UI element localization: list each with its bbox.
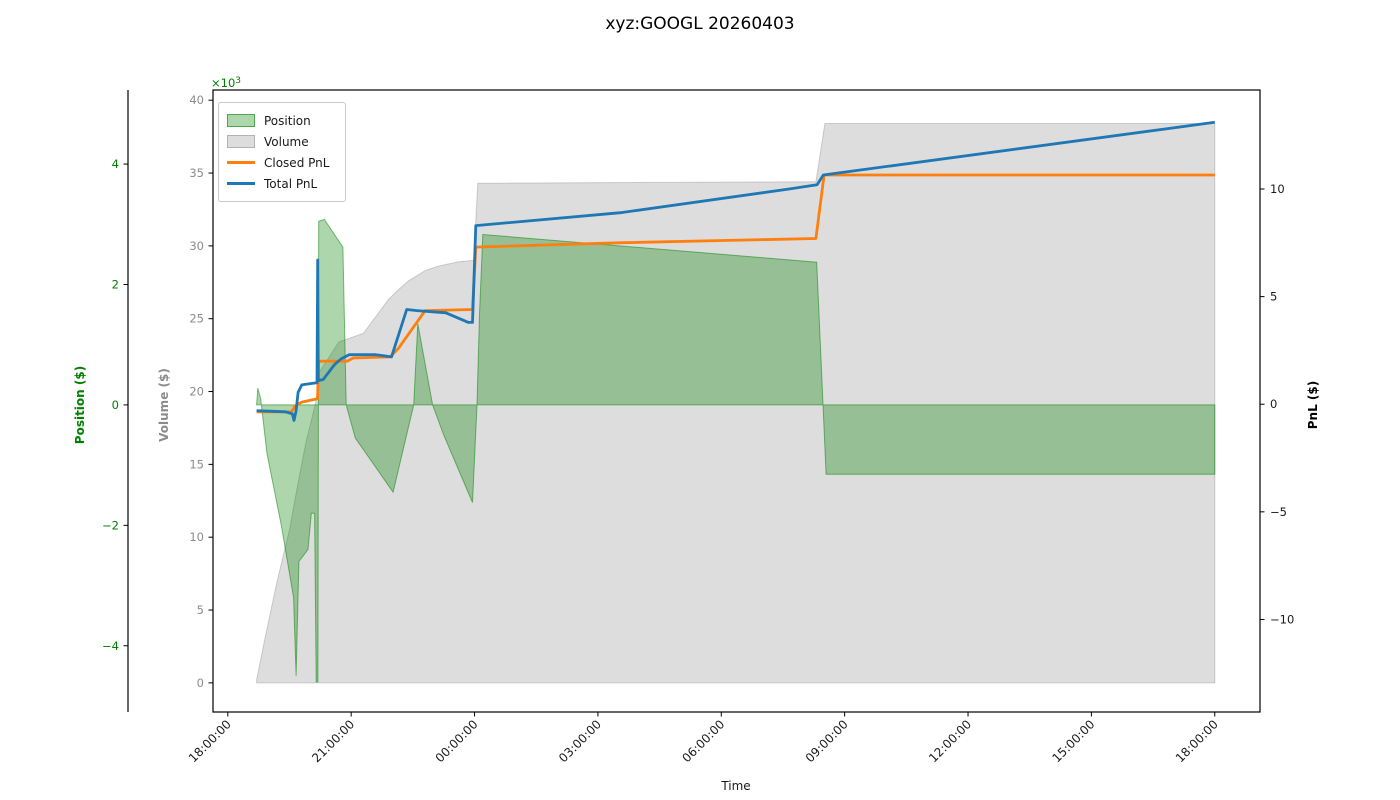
chart-title: xyz:GOOGL 20260403 bbox=[605, 14, 795, 34]
total-pnl-swatch bbox=[227, 182, 255, 185]
volume-tick-label: 40 bbox=[189, 93, 204, 107]
volume-fill bbox=[256, 123, 1216, 684]
legend-label: Closed PnL bbox=[264, 155, 330, 170]
legend-label: Total PnL bbox=[264, 176, 318, 191]
x-tick-label: 03:00:00 bbox=[556, 717, 604, 765]
volume-tick-label: 25 bbox=[189, 312, 204, 326]
position-swatch bbox=[227, 114, 255, 127]
volume-swatch bbox=[227, 135, 255, 148]
closed-pnl-swatch bbox=[227, 161, 255, 164]
volume-area bbox=[256, 123, 1216, 684]
volume-tick-label: 20 bbox=[189, 385, 204, 399]
volume-tick-label: 5 bbox=[197, 603, 204, 617]
volume-offset-text: ×103 bbox=[211, 76, 241, 90]
total-pnl-line bbox=[256, 120, 1215, 422]
pnl-axis-label: PnL ($) bbox=[1306, 380, 1320, 430]
legend-label: Position bbox=[264, 113, 311, 128]
volume-tick-label: 35 bbox=[189, 166, 204, 180]
position-tick-label: −2 bbox=[102, 518, 119, 532]
legend: Position Volume Closed PnL Total PnL bbox=[218, 102, 346, 202]
position-tick-label: 4 bbox=[112, 157, 119, 171]
pnl-tick-label: 0 bbox=[1270, 397, 1277, 411]
legend-item-total-pnl: Total PnL bbox=[227, 173, 337, 194]
volume-axis-ticks: 0 5 10 15 20 25 30 35 40 bbox=[189, 93, 213, 690]
pnl-tick-label: 5 bbox=[1270, 290, 1277, 304]
pnl-tick-label: 10 bbox=[1270, 182, 1285, 196]
x-tick-label: 18:00:00 bbox=[1173, 717, 1221, 765]
legend-label: Volume bbox=[264, 134, 309, 149]
x-tick-label: 15:00:00 bbox=[1049, 717, 1097, 765]
plot-border bbox=[212, 89, 1261, 713]
volume-tick-label: 10 bbox=[189, 530, 204, 544]
legend-item-volume: Volume bbox=[227, 131, 337, 152]
volume-tick-label: 0 bbox=[197, 676, 204, 690]
position-tick-label: 2 bbox=[112, 277, 119, 291]
position-axis-ticks: −4 −2 0 2 4 bbox=[102, 157, 128, 653]
x-tick-label: 18:00:00 bbox=[186, 717, 234, 765]
volume-tick-label: 30 bbox=[189, 239, 204, 253]
x-tick-label: 12:00:00 bbox=[926, 717, 974, 765]
pnl-tick-label: −5 bbox=[1270, 505, 1287, 519]
volume-axis-label: Volume ($) bbox=[157, 368, 171, 442]
x-tick-label: 21:00:00 bbox=[309, 717, 357, 765]
x-tick-label: 00:00:00 bbox=[433, 717, 481, 765]
total-pnl-path bbox=[256, 120, 1215, 422]
position-tick-label: −4 bbox=[102, 639, 119, 653]
legend-item-closed-pnl: Closed PnL bbox=[227, 152, 337, 173]
pnl-axis-ticks: −10 −5 0 5 10 bbox=[1260, 182, 1294, 626]
position-axis-label: Position ($) bbox=[73, 365, 87, 445]
volume-tick-label: 15 bbox=[189, 457, 204, 471]
time-axis-label: Time bbox=[721, 779, 751, 793]
legend-item-position: Position bbox=[227, 110, 337, 131]
x-axis-ticks: 18:00:00 21:00:00 00:00:00 03:00:00 06:00:00… bbox=[186, 712, 1221, 765]
position-tick-label: 0 bbox=[112, 398, 119, 412]
x-tick-label: 09:00:00 bbox=[803, 717, 851, 765]
x-tick-label: 06:00:00 bbox=[679, 717, 727, 765]
pnl-tick-label: −10 bbox=[1270, 612, 1294, 626]
